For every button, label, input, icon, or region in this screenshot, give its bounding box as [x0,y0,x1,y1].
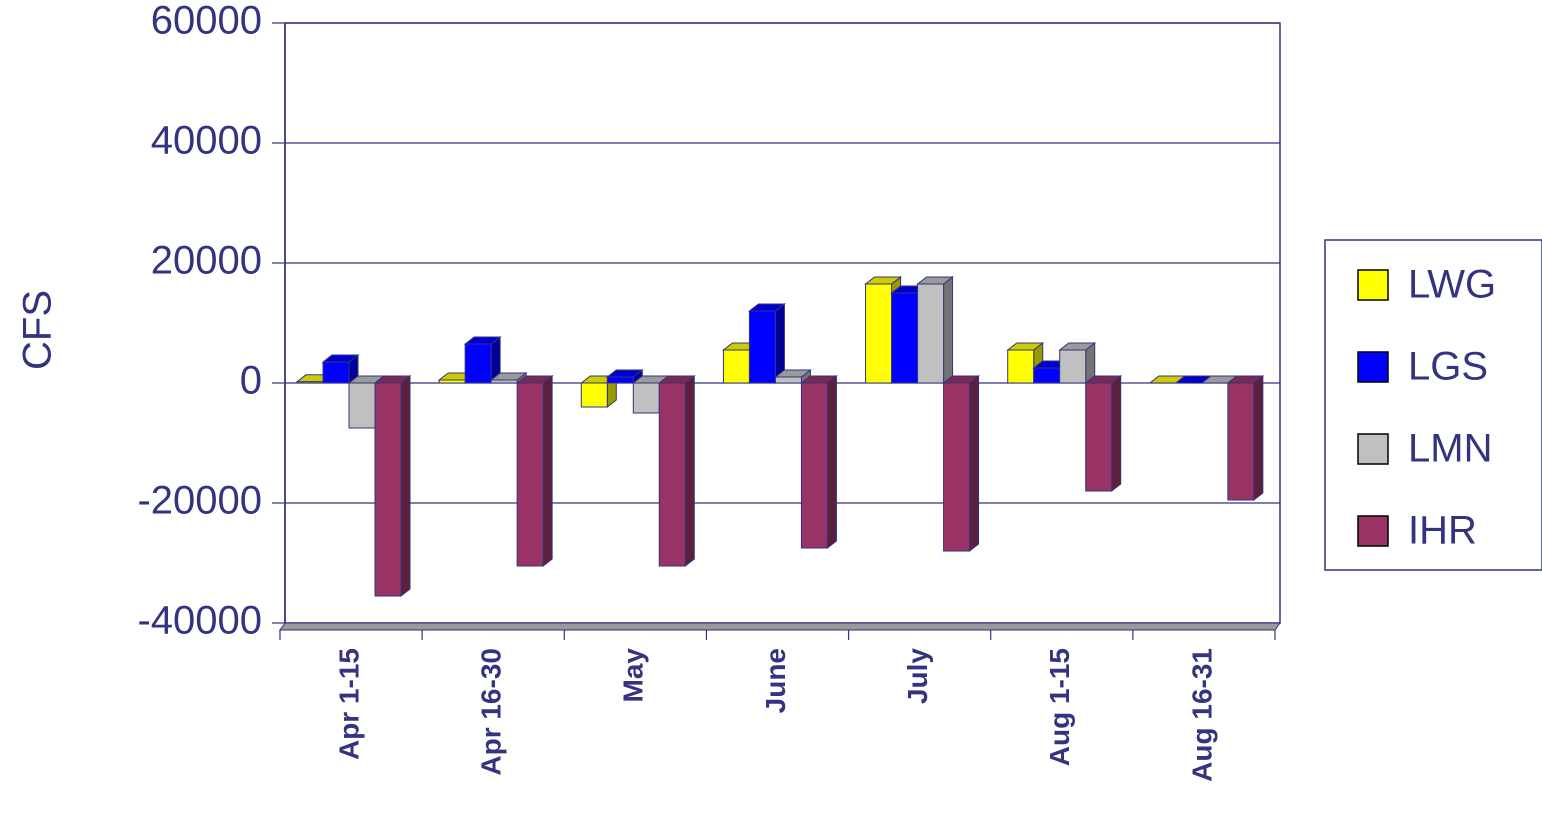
legend-swatch [1357,433,1389,465]
bar [1227,382,1255,501]
bar-side [969,374,980,553]
bar-side [684,374,695,568]
bar [774,376,802,384]
x-tick-label: Aug 16-31 [1186,648,1217,782]
legend-swatch [1357,351,1389,383]
legend-label: LWG [1408,263,1496,307]
bar [722,349,750,384]
bar [438,379,466,384]
bar-side [400,374,411,598]
y-tick-label: -20000 [137,479,262,523]
legend-label: LMN [1408,427,1492,471]
bar [296,381,324,384]
bar [748,310,776,384]
bar [1085,382,1113,492]
bar [348,382,376,429]
bar [632,382,660,414]
bar-side [1253,374,1264,502]
bar [917,283,945,384]
legend-label: LGS [1408,345,1488,389]
bar [943,382,971,552]
bar-side [542,374,553,568]
legend-swatch [1357,515,1389,547]
y-tick-label: 0 [240,359,262,403]
y-tick-label: -40000 [137,599,262,643]
legend-swatch [1357,269,1389,301]
x-tick-label: June [760,648,791,713]
bar [516,382,544,567]
y-tick-label: 60000 [151,0,262,43]
floor [279,622,1281,631]
bar [1059,349,1087,384]
bar [464,343,492,384]
y-axis-title: CFS [16,290,60,370]
bar [322,361,350,384]
bar [606,376,634,384]
bar [891,292,919,384]
y-tick-label: 40000 [151,119,262,163]
bar [490,379,518,384]
bar [1007,349,1035,384]
bar-side [943,275,954,385]
bar [865,283,893,384]
x-tick-label: May [618,648,649,703]
x-tick-label: Apr 16-30 [476,648,507,776]
x-tick-label: Apr 1-15 [333,648,364,760]
bar [580,382,608,408]
bar-side [826,374,837,550]
legend-label: IHR [1408,509,1477,553]
bar [1033,367,1061,384]
bar [374,382,402,597]
x-tick-label: Aug 1-15 [1044,648,1075,766]
y-tick-label: 20000 [151,239,262,283]
bar [800,382,828,549]
bar-side [1111,374,1122,493]
bar [658,382,686,567]
x-tick-label: July [902,648,933,704]
